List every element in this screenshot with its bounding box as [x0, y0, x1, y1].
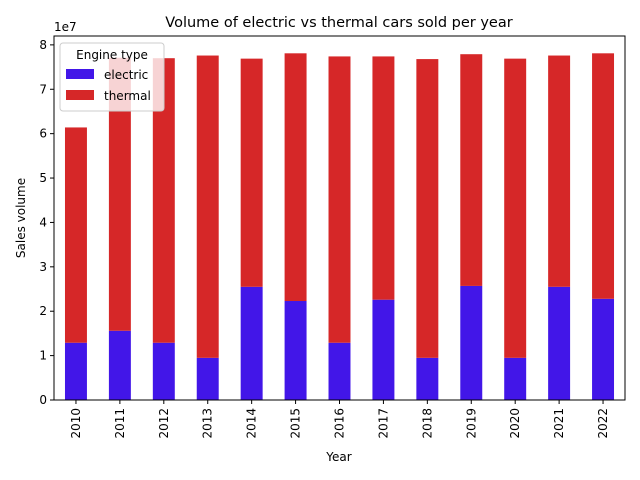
legend-swatch-electric — [66, 69, 94, 79]
x-tick-label: 2012 — [157, 408, 171, 439]
bar-electric-2018 — [416, 357, 439, 400]
x-tick-label: 2013 — [201, 408, 215, 439]
bar-electric-2022 — [592, 298, 615, 400]
bar-electric-2017 — [372, 299, 395, 400]
bar-electric-2011 — [108, 330, 131, 400]
x-tick-label: 2016 — [333, 408, 347, 439]
y-tick-label: 7 — [39, 82, 47, 96]
plot-frame — [53, 35, 626, 401]
x-tick-label: 2021 — [552, 408, 566, 439]
y-tick-label: 2 — [39, 304, 47, 318]
bar-thermal-2012 — [152, 58, 175, 343]
bar-thermal-2014 — [240, 58, 263, 287]
bar-thermal-2016 — [328, 56, 351, 343]
y-tick-label: 4 — [39, 215, 47, 229]
bar-thermal-2015 — [284, 53, 307, 302]
x-axis: 2010 2011 2012 2013 2014 2015 2016 2017 2018 2019… — [69, 400, 610, 439]
bar-thermal-2018 — [416, 59, 439, 358]
bar-electric-2013 — [196, 357, 219, 400]
bar-thermal-2013 — [196, 55, 219, 358]
bar-electric-2021 — [548, 286, 571, 400]
y-tick-label: 8 — [39, 38, 47, 52]
bar-electric-2019 — [460, 285, 483, 400]
x-tick-label: 2019 — [464, 408, 478, 439]
bar-electric-2020 — [504, 357, 527, 400]
legend-swatch-thermal — [66, 90, 94, 100]
x-tick-label: 2011 — [113, 408, 127, 439]
y-tick-label: 3 — [39, 260, 47, 274]
bar-electric-2014 — [240, 286, 263, 400]
chart-title: Volume of electric vs thermal cars sold … — [165, 15, 512, 31]
bar-electric-2016 — [328, 342, 351, 400]
x-tick-label: 2017 — [376, 408, 390, 439]
legend: Engine type electric thermal — [59, 42, 165, 112]
y-axis: 0 1 2 3 4 5 6 7 8 — [39, 38, 54, 407]
y-tick-label: 0 — [39, 393, 47, 407]
bar-electric-2010 — [64, 342, 87, 400]
bar-electric-2015 — [284, 301, 307, 400]
bar-thermal-2017 — [372, 56, 395, 300]
y-tick-label: 6 — [39, 127, 47, 141]
y-tick-label: 1 — [39, 349, 47, 363]
x-tick-label: 2015 — [289, 408, 303, 439]
x-tick-label: 2014 — [245, 408, 259, 439]
bar-thermal-2011 — [108, 57, 131, 331]
bar-electric-2012 — [152, 342, 175, 400]
y-tick-label: 5 — [39, 171, 47, 185]
bars-group — [64, 53, 615, 400]
x-tick-label: 2018 — [420, 408, 434, 439]
bar-thermal-2022 — [592, 53, 615, 299]
legend-label-electric: electric — [104, 68, 148, 82]
legend-title: Engine type — [76, 48, 148, 62]
x-tick-label: 2010 — [69, 408, 83, 439]
x-tick-label: 2020 — [508, 408, 522, 439]
y-axis-label: Sales volume — [14, 178, 28, 258]
x-tick-label: 2022 — [596, 408, 610, 439]
bar-thermal-2019 — [460, 54, 483, 286]
legend-label-thermal: thermal — [104, 89, 151, 103]
y-axis-offset-label: 1e7 — [54, 20, 77, 34]
bar-thermal-2021 — [548, 55, 571, 287]
bar-thermal-2020 — [504, 58, 527, 358]
x-axis-label: Year — [325, 450, 351, 464]
bar-thermal-2010 — [64, 127, 87, 343]
